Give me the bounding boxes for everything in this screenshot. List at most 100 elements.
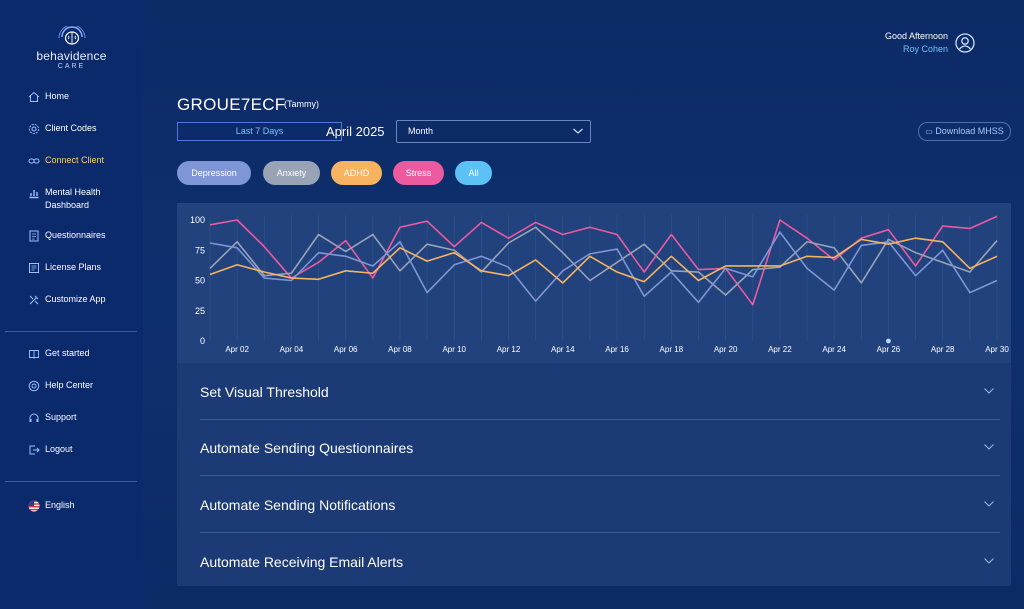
- home-icon: [28, 91, 40, 102]
- sidebar-item-label: Get started: [45, 348, 90, 358]
- filter-all[interactable]: All: [455, 161, 492, 185]
- main-content: Good Afternoon Roy Cohen GROUE7ECF (Tamm…: [143, 0, 1024, 609]
- sidebar: behavidence CARE Home Client Codes Conne…: [0, 0, 143, 609]
- filter-label: All: [468, 168, 479, 178]
- download-mhss-button[interactable]: ▭ Download MHSS: [918, 122, 1011, 141]
- x-tick-label: Apr 16: [605, 345, 629, 354]
- brand-logo[interactable]: behavidence CARE: [0, 26, 143, 70]
- x-tick-label: Apr 24: [822, 345, 846, 354]
- granularity-select[interactable]: Month: [396, 120, 591, 143]
- sidebar-item-label: Home: [45, 91, 70, 101]
- sidebar-item-label: Connect Client: [45, 155, 105, 165]
- sidebar-item-label: License Plans: [45, 262, 102, 272]
- customize-icon: [29, 295, 39, 305]
- line-chart: 0 25 50 75 100 Apr 02 Apr 04 Apr 06 Apr 08 Apr 10…: [177, 203, 1011, 363]
- sidebar-item-help-center[interactable]: Help Center: [28, 380, 128, 392]
- line-chart-svg: 0 25 50 75 100 Apr 02 Apr 04 Apr 06 Apr 08 Apr 10…: [190, 215, 1009, 354]
- brand-name: behavidence: [36, 49, 107, 63]
- chevron-down-icon: [573, 128, 583, 134]
- chevron-down-icon: [984, 444, 994, 450]
- us-flag-icon: [28, 500, 40, 512]
- sidebar-item-get-started[interactable]: Get started: [28, 348, 128, 360]
- x-tick-label: Apr 12: [497, 345, 521, 354]
- filter-label: Depression: [191, 168, 237, 178]
- sidebar-item-support[interactable]: Support: [28, 412, 128, 424]
- x-tick-label: Apr 30: [985, 345, 1009, 354]
- sidebar-divider: [5, 331, 137, 332]
- sidebar-item-mental-health-dashboard[interactable]: Mental Health Dashboard: [28, 187, 128, 212]
- y-tick-label: 50: [195, 276, 205, 286]
- last-7-days-button[interactable]: Last 7 Days: [177, 122, 342, 141]
- y-tick-label: 0: [200, 336, 205, 346]
- y-tick-label: 100: [190, 215, 205, 225]
- sidebar-item-home[interactable]: Home: [28, 91, 128, 103]
- questionnaire-icon: [29, 230, 39, 242]
- download-label: Download MHSS: [935, 126, 1004, 136]
- support-icon: [29, 413, 39, 422]
- language-label: English: [45, 500, 75, 510]
- book-icon: [29, 350, 39, 359]
- chevron-down-icon: [984, 558, 994, 564]
- sidebar-item-connect-client[interactable]: Connect Client: [28, 155, 128, 167]
- filter-adhd[interactable]: ADHD: [331, 161, 382, 185]
- x-tick-label: Apr 08: [388, 345, 412, 354]
- x-tick-label: Apr 28: [931, 345, 955, 354]
- filter-label: ADHD: [343, 168, 370, 178]
- brand-sub: CARE: [57, 63, 86, 70]
- filter-stress[interactable]: Stress: [393, 161, 444, 185]
- series-line-stress: [209, 215, 998, 306]
- filter-label: Stress: [405, 168, 432, 178]
- accordion-title: Automate Sending Notifications: [200, 497, 396, 513]
- y-tick-label: 75: [195, 245, 205, 255]
- x-axis-marker: [886, 338, 891, 344]
- accordion-set-visual-threshold[interactable]: Set Visual Threshold: [200, 364, 1000, 420]
- page-title: GROUE7ECF: [177, 95, 286, 114]
- user-name[interactable]: Roy Cohen: [902, 44, 948, 54]
- sidebar-item-questionnaires[interactable]: Questionnaires: [28, 230, 128, 242]
- series-line-adhd: [209, 237, 998, 284]
- filter-anxiety[interactable]: Anxiety: [263, 161, 320, 185]
- filter-depression[interactable]: Depression: [177, 161, 251, 185]
- page-subtitle: (Tammy): [284, 99, 319, 109]
- sidebar-item-label: Client Codes: [45, 123, 97, 133]
- brain-logo-icon: [58, 26, 85, 45]
- sidebar-item-license-plans[interactable]: License Plans: [28, 262, 128, 274]
- x-tick-label: Apr 06: [334, 345, 358, 354]
- language-selector[interactable]: English: [28, 500, 128, 512]
- x-tick-label: Apr 22: [768, 345, 792, 354]
- sidebar-item-logout[interactable]: Logout: [28, 444, 128, 456]
- sidebar-item-client-codes[interactable]: Client Codes: [28, 123, 128, 135]
- sidebar-item-customize-app[interactable]: Customize App: [28, 294, 128, 306]
- chevron-down-icon: [984, 388, 994, 394]
- sidebar-item-label: Customize App: [45, 294, 106, 304]
- sidebar-item-label: Questionnaires: [45, 230, 106, 240]
- accordion-automate-sending-questionnaires[interactable]: Automate Sending Questionnaires: [200, 420, 1000, 476]
- period-label: April 2025: [326, 124, 385, 139]
- filter-label: Anxiety: [276, 168, 307, 178]
- series-line-anxiety: [209, 226, 998, 296]
- accordion-title: Automate Sending Questionnaires: [200, 440, 414, 456]
- user-avatar-icon[interactable]: [955, 33, 975, 53]
- dashboard-icon: [29, 190, 39, 199]
- license-icon: [29, 263, 39, 273]
- sidebar-item-label: Mental Health Dashboard: [45, 187, 101, 210]
- x-tick-label: Apr 20: [714, 345, 738, 354]
- user-greeting: Good Afternoon Roy Cohen: [885, 31, 948, 54]
- accordion-automate-receiving-email-alerts[interactable]: Automate Receiving Email Alerts: [200, 534, 1000, 590]
- x-tick-label: Apr 10: [442, 345, 466, 354]
- accordion-automate-sending-notifications[interactable]: Automate Sending Notifications: [200, 477, 1000, 533]
- sidebar-item-label: Support: [45, 412, 77, 422]
- sidebar-item-label: Logout: [45, 444, 73, 454]
- x-tick-label: Apr 02: [225, 345, 249, 354]
- accordion-title: Set Visual Threshold: [200, 384, 329, 400]
- link-icon: [28, 158, 40, 164]
- chevron-down-icon: [984, 501, 994, 507]
- y-tick-label: 25: [195, 306, 205, 316]
- sidebar-item-label: Help Center: [45, 380, 94, 390]
- x-tick-label: Apr 18: [660, 345, 684, 354]
- dashboard-panel: 0 25 50 75 100 Apr 02 Apr 04 Apr 06 Apr 08 Apr 10…: [177, 203, 1011, 586]
- sidebar-divider: [5, 481, 137, 482]
- document-icon: ▭: [925, 127, 933, 136]
- accordion-title: Automate Receiving Email Alerts: [200, 554, 404, 570]
- gear-icon: [28, 123, 40, 135]
